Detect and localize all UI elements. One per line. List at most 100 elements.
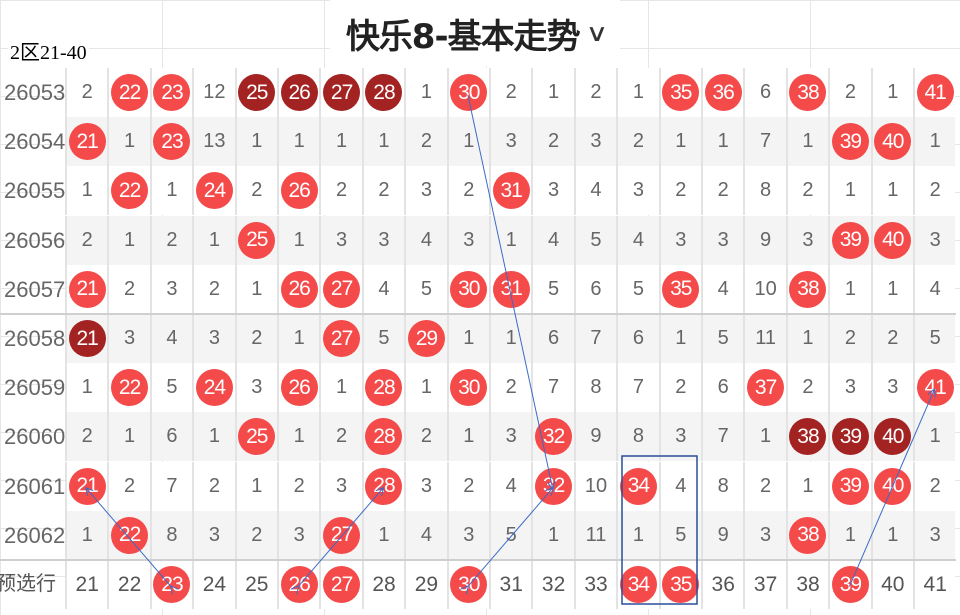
miss-count: 1: [675, 130, 687, 153]
miss-count: 1: [293, 228, 305, 251]
cell-38: 38: [785, 560, 828, 609]
number-ball[interactable]: 39: [831, 566, 869, 603]
number-ball: 38: [789, 74, 827, 111]
miss-count: 1: [378, 523, 390, 546]
number-ball[interactable]: 27: [323, 566, 361, 603]
miss-count: 1: [293, 327, 305, 349]
row-cells: 1 22 5 24 3 26 1 28 1 30 2 7 8 7 2 6 37 2 3 3 41: [65, 363, 955, 413]
cell-24: 2: [192, 264, 234, 314]
miss-count[interactable]: 25: [245, 572, 269, 596]
miss-count: 1: [505, 327, 517, 349]
cell-31: 31: [489, 166, 531, 216]
cell-41: 4: [913, 264, 955, 314]
miss-count[interactable]: 31: [499, 572, 523, 596]
number-ball[interactable]: 26: [280, 566, 318, 603]
miss-count: 10: [754, 277, 777, 300]
number-ball[interactable]: 34: [619, 566, 657, 603]
cell-27: 3: [319, 215, 361, 265]
miss-count: 8: [717, 474, 729, 497]
miss-count: 2: [760, 474, 772, 497]
miss-count[interactable]: 38: [796, 572, 820, 596]
miss-count: 4: [505, 474, 517, 497]
cell-23: 1: [149, 166, 192, 216]
number-ball[interactable]: 35: [662, 566, 700, 603]
number-ball: 27: [323, 74, 361, 111]
cell-35: 35: [658, 68, 701, 117]
cell-32: 1: [531, 510, 573, 560]
cell-22: 22: [107, 68, 149, 117]
cell-25: 1: [234, 117, 277, 167]
number-ball: 22: [111, 74, 149, 111]
miss-count[interactable]: 24: [202, 572, 227, 596]
cell-21: 1: [65, 166, 107, 216]
cell-22: 22: [107, 363, 149, 413]
cell-35: 4: [658, 461, 701, 511]
chevron-down-icon: ∨: [585, 19, 608, 47]
miss-count: 2: [675, 179, 687, 202]
cell-32: 7: [531, 363, 573, 413]
cell-29: 1: [404, 363, 446, 413]
miss-count: 1: [675, 327, 687, 349]
miss-count[interactable]: 32: [541, 572, 566, 596]
miss-count[interactable]: 37: [753, 572, 778, 596]
miss-count[interactable]: 40: [881, 572, 905, 596]
miss-count: 1: [802, 474, 814, 497]
miss-count: 1: [802, 327, 814, 349]
miss-count[interactable]: 29: [414, 572, 439, 596]
cell-40: 2: [870, 314, 913, 363]
cell-28: 28: [361, 461, 404, 511]
miss-count: 3: [208, 327, 220, 349]
miss-count: 1: [802, 130, 814, 153]
cell-40: 40: [870, 215, 913, 265]
number-ball[interactable]: 30: [450, 566, 488, 603]
miss-count: 2: [81, 228, 93, 251]
cell-39: 39: [828, 412, 870, 462]
miss-count: 1: [929, 425, 941, 448]
cell-27: 27: [319, 314, 361, 363]
cell-28: 28: [361, 560, 404, 609]
miss-count: 2: [505, 376, 517, 399]
miss-count: 2: [81, 425, 93, 448]
cell-21: 21: [65, 560, 107, 609]
miss-count: 7: [760, 130, 772, 153]
miss-count[interactable]: 21: [75, 572, 99, 596]
miss-count: 4: [378, 277, 390, 300]
miss-count: 2: [802, 179, 814, 202]
cell-27: 2: [319, 412, 361, 462]
miss-count: 3: [802, 228, 814, 251]
cell-30: 1: [446, 314, 489, 363]
cell-27: 1: [319, 117, 361, 167]
cell-31: 5: [489, 510, 531, 560]
miss-count[interactable]: 36: [711, 572, 735, 596]
cell-33: 11: [573, 510, 616, 560]
miss-count: 1: [293, 425, 305, 448]
number-ball: 21: [68, 123, 106, 161]
miss-count: 6: [760, 81, 772, 103]
number-ball[interactable]: 23: [153, 566, 191, 603]
table-row: 2 1 2 1 25 1 3 3 4 3 1 4 5 4 3 3 9 3 39 40 3 26056: [0, 215, 956, 265]
miss-count[interactable]: 41: [923, 572, 947, 596]
cell-28: 28: [361, 412, 404, 462]
miss-count[interactable]: 22: [117, 572, 142, 596]
miss-count[interactable]: 33: [584, 572, 608, 596]
cell-28: 28: [361, 363, 404, 413]
chart-type-selector[interactable]: 快乐8-基本走势 ∨: [330, 0, 620, 66]
cell-33: 9: [573, 412, 616, 462]
cell-39: 2: [828, 314, 870, 363]
miss-count: 2: [717, 179, 729, 202]
cell-23: 23: [149, 68, 192, 117]
cell-27: 2: [319, 166, 361, 216]
miss-count: 3: [844, 376, 856, 399]
cell-29: 1: [404, 68, 446, 117]
miss-count: 1: [929, 130, 941, 153]
miss-count: 2: [675, 376, 687, 399]
miss-count: 3: [420, 179, 432, 202]
miss-count: 3: [251, 376, 263, 399]
cell-31: 4: [489, 461, 531, 511]
miss-count: 2: [208, 474, 220, 497]
table-row: 1 22 5 24 3 26 1 28 1 30 2 7 8 7 2 6 37 2 3 3 41 26059: [0, 363, 956, 413]
miss-count: 3: [505, 130, 517, 153]
cell-21: 2: [65, 68, 107, 117]
miss-count[interactable]: 28: [372, 572, 396, 596]
cell-33: 3: [573, 117, 616, 167]
